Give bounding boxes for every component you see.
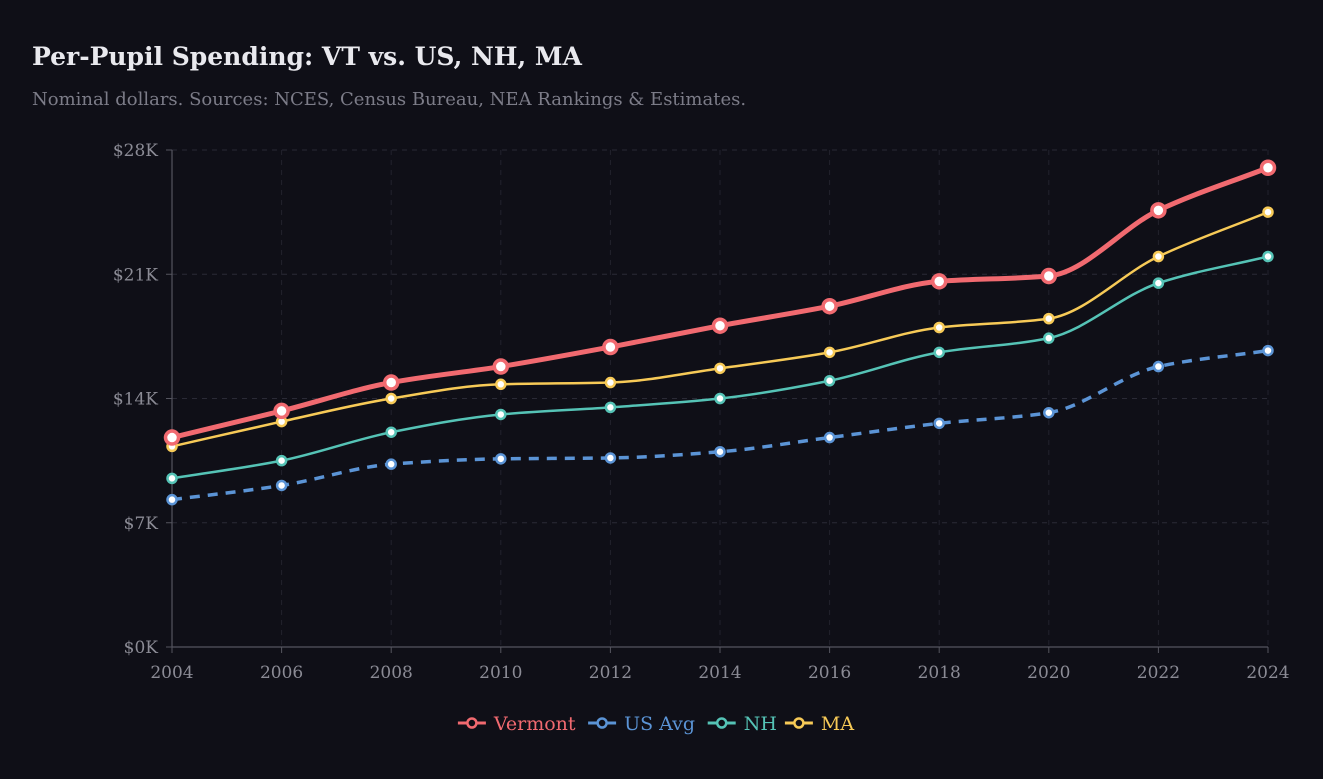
x-tick-label: 2006	[260, 663, 303, 683]
data-point-vermont[interactable]	[930, 273, 948, 290]
data-point-us-avg[interactable]	[933, 417, 945, 430]
series-lines	[163, 159, 1277, 506]
data-point-nh[interactable]	[495, 408, 507, 421]
data-point-nh[interactable]	[1152, 277, 1165, 289]
data-point-vermont[interactable]	[1259, 159, 1277, 176]
y-tick-label: $7K	[124, 514, 159, 534]
data-point-vermont[interactable]	[602, 338, 619, 356]
data-point-us-avg[interactable]	[604, 452, 617, 464]
data-point-us-avg[interactable]	[385, 458, 397, 470]
data-point-nh[interactable]	[823, 375, 836, 387]
data-point-ma[interactable]	[714, 362, 726, 375]
legend-item-vermont[interactable]: Vermont	[457, 713, 576, 735]
x-tick-label: 2012	[589, 663, 632, 683]
data-point-nh[interactable]	[714, 392, 726, 405]
data-point-nh[interactable]	[385, 426, 397, 438]
series-line-us-avg	[171, 348, 1269, 502]
x-tick-label: 2020	[1027, 663, 1070, 683]
data-point-nh[interactable]	[275, 454, 288, 467]
data-point-vermont[interactable]	[492, 358, 510, 375]
series-us-avg	[166, 344, 1274, 506]
data-point-ma[interactable]	[1152, 250, 1165, 263]
axes: $0K $7K $14K $21K $28K 2004 2006 2008 2010 2012 20…	[113, 141, 1290, 683]
data-point-ma[interactable]	[933, 321, 945, 334]
legend-swatch-marker	[596, 717, 608, 729]
data-point-ma[interactable]	[385, 392, 397, 405]
data-point-us-avg[interactable]	[1262, 344, 1274, 357]
data-point-ma[interactable]	[495, 378, 507, 391]
x-tick-label: 2024	[1246, 663, 1289, 683]
chart-title: Per-Pupil Spending: VT vs. US, NH, MA	[32, 42, 582, 71]
data-point-ma[interactable]	[604, 376, 617, 389]
grid-lines	[172, 149, 1269, 647]
series-vermont	[163, 159, 1277, 446]
y-tick-label: $14K	[113, 390, 158, 410]
series-nh	[166, 250, 1274, 485]
data-point-us-avg[interactable]	[495, 453, 507, 465]
x-tick-label: 2018	[918, 663, 961, 683]
legend: Vermont US Avg NH MA	[457, 713, 854, 735]
x-tick-label: 2010	[479, 663, 522, 683]
data-point-ma[interactable]	[1043, 312, 1055, 325]
data-point-vermont[interactable]	[273, 402, 290, 420]
data-point-vermont[interactable]	[711, 317, 729, 334]
legend-label: NH	[744, 713, 777, 735]
data-point-ma[interactable]	[823, 346, 836, 359]
legend-item-ma[interactable]: MA	[784, 713, 854, 735]
data-point-us-avg[interactable]	[166, 493, 178, 506]
data-point-vermont[interactable]	[1150, 202, 1167, 219]
legend-label: MA	[821, 713, 854, 735]
data-point-vermont[interactable]	[163, 429, 181, 446]
data-point-vermont[interactable]	[1040, 267, 1058, 285]
chart-subtitle: Nominal dollars. Sources: NCES, Census B…	[32, 89, 747, 110]
data-point-nh[interactable]	[604, 401, 617, 414]
y-tick-label: $28K	[113, 141, 158, 161]
x-tick-label: 2022	[1137, 663, 1180, 683]
data-point-nh[interactable]	[1043, 332, 1055, 344]
legend-swatch-marker	[715, 717, 728, 729]
data-point-us-avg[interactable]	[275, 479, 288, 492]
data-point-nh[interactable]	[166, 472, 178, 485]
data-point-nh[interactable]	[933, 346, 945, 359]
data-point-vermont[interactable]	[382, 374, 400, 391]
y-tick-label: $21K	[113, 265, 158, 285]
legend-swatch-marker	[793, 717, 805, 729]
x-tick-label: 2014	[698, 663, 741, 683]
legend-swatch-marker	[466, 717, 478, 729]
data-point-us-avg[interactable]	[1043, 406, 1055, 419]
x-tick-label: 2004	[150, 663, 193, 683]
data-point-ma[interactable]	[1262, 206, 1274, 218]
data-point-vermont[interactable]	[821, 297, 838, 315]
legend-item-nh[interactable]: NH	[707, 713, 777, 735]
legend-label: Vermont	[493, 713, 576, 735]
data-point-nh[interactable]	[1262, 250, 1274, 263]
x-tick-label: 2016	[808, 663, 851, 683]
legend-item-us-avg[interactable]: US Avg	[588, 713, 695, 735]
data-point-us-avg[interactable]	[714, 446, 726, 458]
legend-label: US Avg	[624, 713, 695, 735]
y-tick-label: $0K	[124, 638, 159, 658]
data-point-us-avg[interactable]	[1152, 360, 1165, 373]
data-point-us-avg[interactable]	[823, 431, 836, 444]
x-tick-label: 2008	[370, 663, 413, 683]
